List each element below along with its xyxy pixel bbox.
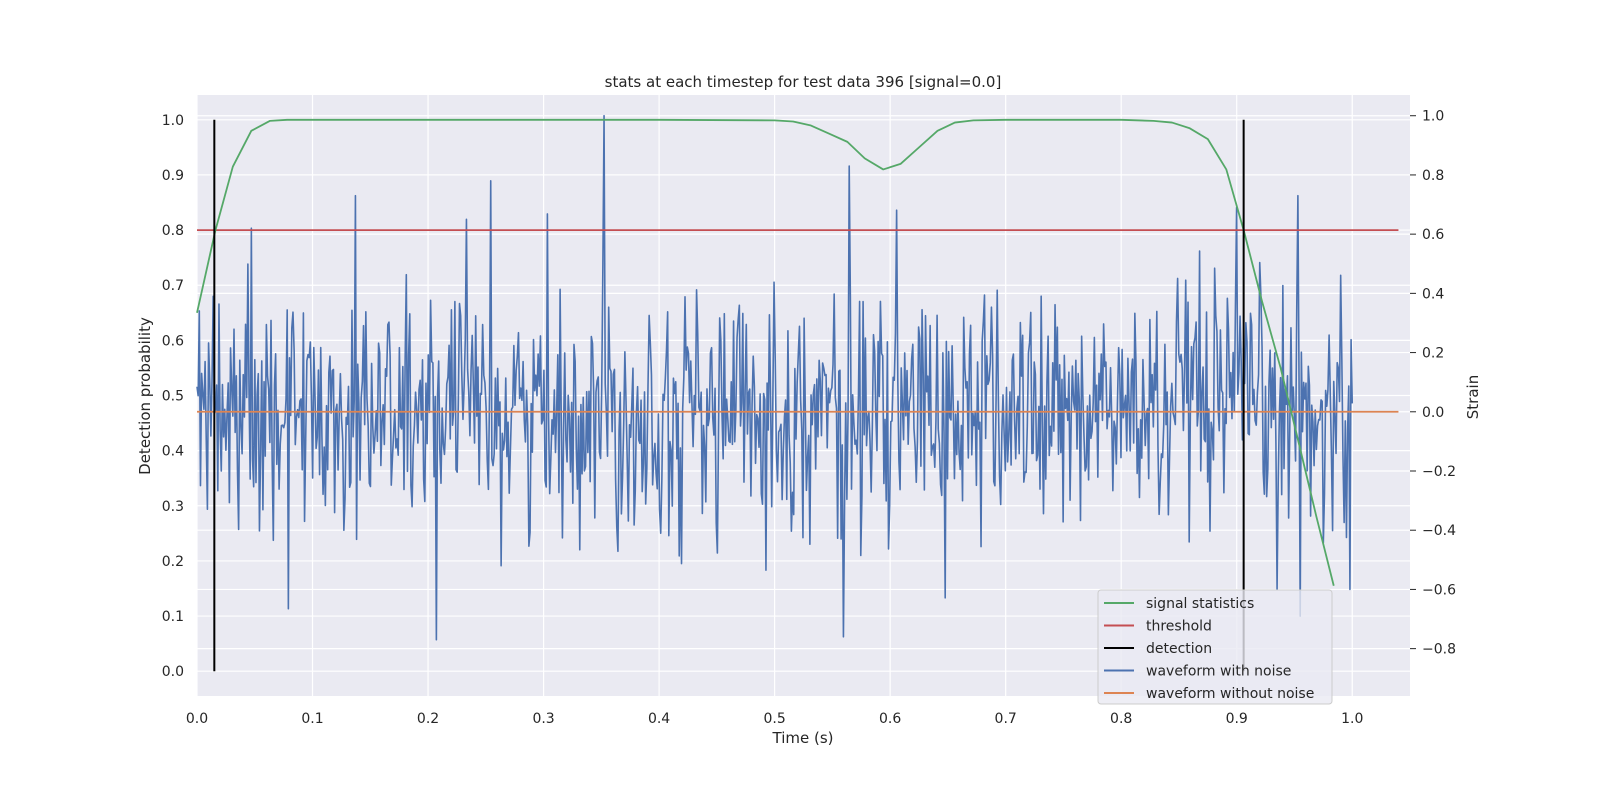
y-tick-label-left: 0.2 bbox=[162, 554, 184, 570]
legend-item-label: detection bbox=[1146, 641, 1212, 657]
y-tick-label-right: 0.6 bbox=[1422, 227, 1444, 243]
y-tick-label-left: 0.9 bbox=[162, 168, 184, 184]
x-tick-label: 0.8 bbox=[1110, 711, 1132, 727]
x-tick-label: 0.5 bbox=[763, 711, 785, 727]
y-tick-label-left: 0.0 bbox=[162, 664, 184, 680]
legend: signal statistics threshold detection wavef… bbox=[1097, 589, 1333, 705]
x-tick-label: 0.3 bbox=[532, 711, 554, 727]
y-tick-label-left: 0.3 bbox=[162, 499, 184, 515]
chart-title: stats at each timestep for test data 396… bbox=[605, 73, 1002, 91]
y-tick-label-right: 0.2 bbox=[1422, 346, 1444, 362]
legend-item-label: signal statistics bbox=[1146, 596, 1254, 612]
y-tick-label-right: 0.0 bbox=[1422, 405, 1444, 421]
x-axis-label: Time (s) bbox=[772, 729, 834, 747]
x-tick-label: 1.0 bbox=[1341, 711, 1363, 727]
y-tick-label-left: 0.6 bbox=[162, 333, 184, 349]
legend-box bbox=[1097, 589, 1333, 705]
y-tick-label-right: −0.4 bbox=[1422, 523, 1456, 539]
y-tick-label-right: 0.8 bbox=[1422, 168, 1444, 184]
y-axis-label-right: Strain bbox=[1464, 375, 1482, 419]
x-tick-label: 0.0 bbox=[186, 711, 208, 727]
x-tick-label: 0.2 bbox=[417, 711, 439, 727]
x-tick-label: 0.9 bbox=[1226, 711, 1248, 727]
x-tick-label: 0.7 bbox=[995, 711, 1017, 727]
x-tick-label: 0.4 bbox=[648, 711, 670, 727]
y-tick-label-left: 1.0 bbox=[162, 113, 184, 129]
waveform-with-noise-line bbox=[196, 114, 1354, 641]
y-tick-label-left: 0.1 bbox=[162, 609, 184, 625]
y-tick-label-right: −0.2 bbox=[1422, 464, 1456, 480]
legend-item-label: waveform without noise bbox=[1146, 686, 1314, 702]
legend-item-label: waveform with noise bbox=[1146, 664, 1291, 680]
x-tick-label: 0.1 bbox=[301, 711, 323, 727]
y-tick-label-right: −0.8 bbox=[1422, 642, 1456, 658]
series-layer bbox=[196, 114, 1399, 672]
y-tick-label-right: 1.0 bbox=[1422, 109, 1444, 125]
y-tick-label-left: 0.8 bbox=[162, 223, 184, 239]
y-tick-label-right: −0.6 bbox=[1422, 582, 1456, 598]
y-tick-label-left: 0.5 bbox=[162, 389, 184, 405]
tick-labels: 0.0 0.1 0.2 0.3 0.4 0.5 0.6 0.7 0.8 0.9 1.0 0.0 0.1 0… bbox=[162, 109, 1456, 727]
x-tick-label: 0.6 bbox=[879, 711, 901, 727]
y-tick-label-left: 0.7 bbox=[162, 278, 184, 294]
signal-statistics-line bbox=[196, 118, 1335, 586]
y-tick-label-left: 0.4 bbox=[162, 444, 184, 460]
legend-item-label: threshold bbox=[1146, 619, 1212, 635]
y-tick-label-right: 0.4 bbox=[1422, 286, 1444, 302]
y-axis-label-left: Detection probability bbox=[136, 317, 154, 475]
